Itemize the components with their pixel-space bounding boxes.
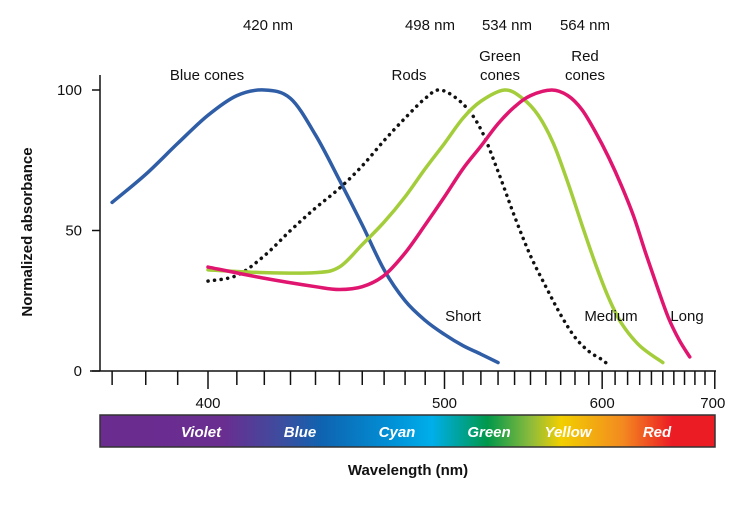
- cone-type-label: Short: [445, 308, 482, 325]
- x-tick-label: 700: [700, 395, 725, 412]
- peak-label: 564 nm: [560, 17, 610, 34]
- spectrum-band-label: Blue: [284, 424, 317, 441]
- series-name-label: Green: [479, 48, 521, 65]
- peak-label: 420 nm: [243, 17, 293, 34]
- y-tick-label: 50: [65, 223, 82, 240]
- spectrum-band-label: Green: [467, 424, 510, 441]
- spectrum-band-label: Yellow: [545, 424, 593, 441]
- curve-rods: [206, 88, 611, 368]
- y-tick-label: 0: [74, 363, 82, 380]
- peak-label: 498 nm: [405, 17, 455, 34]
- x-tick-label: 600: [590, 395, 615, 412]
- series-name-label: Blue cones: [170, 67, 244, 84]
- curve-green-cones: [206, 88, 665, 365]
- x-tick-label: 500: [432, 395, 457, 412]
- labels: 420 nm 498 nm 534 nm 564 nm Blue cones Rods Gr…: [170, 17, 704, 325]
- series-name-label: cones: [480, 67, 520, 84]
- spectrum-band-label: Red: [643, 424, 672, 441]
- cone-type-label: Medium: [584, 308, 637, 325]
- curve-red-cones: [206, 88, 692, 359]
- y-axis-title: Normalized absorbance: [19, 147, 36, 316]
- spectrum-bar: Violet Blue Cyan Green Yellow Red: [99, 414, 716, 448]
- cone-type-label: Long: [670, 308, 703, 325]
- y-tick-label: 100: [57, 82, 82, 99]
- curves: [110, 88, 692, 368]
- x-tick-label: 400: [195, 395, 220, 412]
- series-name-label: Rods: [391, 67, 426, 84]
- series-name-label: cones: [565, 67, 605, 84]
- axes: 0 50 100 400 500 600 700: [57, 75, 725, 412]
- series-name-label: Red: [571, 48, 599, 65]
- x-axis-title: Wavelength (nm): [348, 462, 468, 479]
- spectrum-band-label: Cyan: [379, 424, 416, 441]
- curve-blue-cones: [110, 88, 500, 365]
- peak-label: 534 nm: [482, 17, 532, 34]
- spectrum-band-label: Violet: [181, 424, 222, 441]
